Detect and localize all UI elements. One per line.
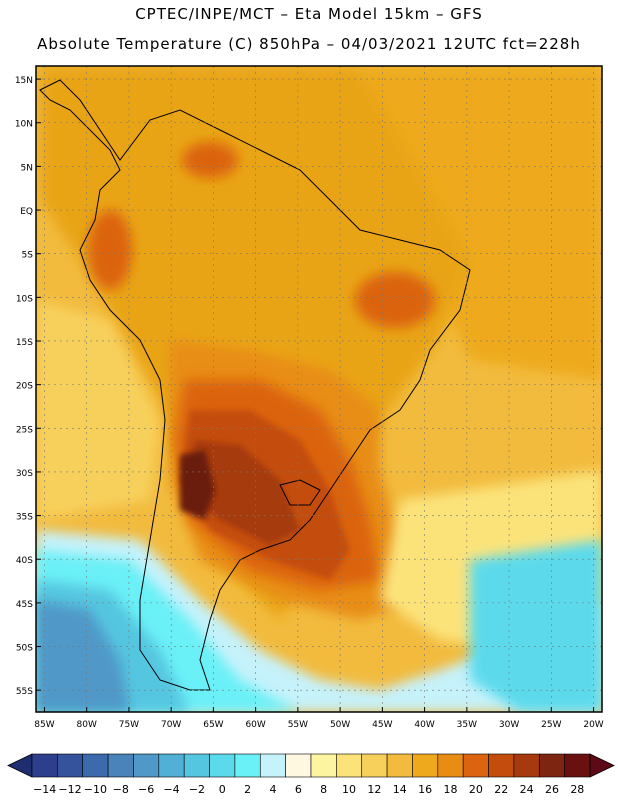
colorbar-swatch (82, 753, 109, 778)
lat-tick-label: EQ (20, 207, 33, 217)
colorbar-swatch (412, 753, 439, 778)
latitude-axis: 15N 10N 5N EQ 5S 10S 15S 20S 25S 30S 35S 40S 45S 50S 5… (15, 76, 41, 697)
colorbar: −14 −12 −10 −8 −6 −4 −2 0 2 4 6 8 10 12 14 16 18 20 22 24 26… (7, 753, 615, 796)
lon-tick-label: 40W (414, 720, 434, 730)
colorbar-swatch (57, 753, 84, 778)
field-pacific-yellow (36, 300, 160, 520)
lon-tick-label: 20W (583, 720, 603, 730)
lat-tick-label: 35S (16, 513, 33, 523)
colorbar-label: 4 (269, 783, 276, 796)
colorbar-label: −10 (84, 783, 107, 796)
field-ne-brazil (355, 272, 435, 328)
lon-tick-label: 45W (372, 720, 392, 730)
lon-tick-label: 50W (330, 720, 350, 730)
longitude-axis: 85W 80W 75W 70W 65W 60W 55W 50W 45W 40W 35W 30W 25W 2… (34, 707, 604, 730)
lon-tick-label: 55W (288, 720, 308, 730)
temperature-field (36, 66, 602, 712)
field-brown (185, 440, 300, 545)
colorbar-swatch (107, 753, 134, 778)
title-line-1: CPTEC/INPE/MCT – Eta Model 15km – GFS (135, 5, 483, 23)
lon-tick-label: 25W (541, 720, 561, 730)
colorbar-swatch (31, 753, 58, 778)
colorbar-label: 10 (342, 783, 356, 796)
colorbar-swatch (513, 753, 540, 778)
lon-tick-label: 65W (203, 720, 223, 730)
lon-tick-label: 75W (119, 720, 139, 730)
lon-tick-label: 85W (34, 720, 54, 730)
colorbar-swatch (564, 753, 591, 778)
colorbar-label: −8 (113, 783, 129, 796)
lat-tick-label: 45S (16, 600, 33, 610)
colorbar-label: −12 (58, 783, 81, 796)
colorbar-label: 6 (295, 783, 302, 796)
colorbar-label: 0 (219, 783, 226, 796)
colorbar-label: 26 (545, 783, 559, 796)
colorbar-label: −4 (163, 783, 179, 796)
field-hot-core (180, 450, 215, 520)
coastline (39, 79, 471, 691)
lat-tick-label: 40S (16, 556, 33, 566)
colorbar-label: 2 (244, 783, 251, 796)
colorbar-label: 18 (444, 783, 458, 796)
title-line-2: Absolute Temperature (C) 850hPa – 04/03/… (37, 35, 581, 53)
map-frame (35, 65, 603, 713)
colorbar-swatch (437, 753, 464, 778)
colorbar-swatch (361, 753, 388, 778)
colorbar-swatch (158, 753, 185, 778)
lat-tick-label: 50S (16, 644, 33, 654)
field-venezuela (182, 142, 238, 178)
field-continent (40, 66, 470, 620)
colorbar-swatch (183, 753, 210, 778)
field-cold-east (470, 540, 602, 712)
colorbar-swatch (209, 753, 236, 778)
lat-tick-label: 20S (16, 382, 33, 392)
lon-tick-label: 70W (161, 720, 181, 730)
gridlines (36, 66, 602, 712)
lat-tick-label: 5S (22, 251, 34, 261)
colorbar-high-arrow (589, 753, 615, 778)
lon-tick-label: 35W (457, 720, 477, 730)
colorbar-swatch (234, 753, 261, 778)
colorbar-label: 28 (570, 783, 584, 796)
colorbar-label: 8 (320, 783, 327, 796)
colorbar-swatch (386, 753, 413, 778)
lat-tick-label: 15N (15, 76, 33, 86)
lat-tick-label: 10S (16, 294, 33, 304)
lat-tick-label: 10N (15, 120, 33, 130)
colorbar-label: 12 (367, 783, 381, 796)
colorbar-swatch (310, 753, 337, 778)
lat-tick-label: 15S (16, 338, 33, 348)
colorbar-label: 16 (418, 783, 432, 796)
field-andes-warm (88, 210, 132, 290)
lon-tick-label: 80W (77, 720, 97, 730)
colorbar-label: 24 (520, 783, 534, 796)
field-atlantic-warm (360, 66, 602, 380)
colorbar-swatch (488, 753, 515, 778)
colorbar-low-arrow (7, 753, 33, 778)
lat-tick-label: 30S (16, 469, 33, 479)
colorbar-label: −6 (138, 783, 154, 796)
lon-tick-label: 30W (499, 720, 519, 730)
colorbar-swatch (538, 753, 565, 778)
south-america-outline (39, 79, 471, 691)
lat-tick-label: 25S (16, 425, 33, 435)
colorbar-label: −14 (33, 783, 56, 796)
colorbar-label: −2 (189, 783, 205, 796)
lagoon-outline (279, 479, 321, 506)
colorbar-label: 22 (494, 783, 508, 796)
colorbar-swatch (336, 753, 363, 778)
lat-tick-label: 5N (21, 163, 33, 173)
colorbar-swatch (259, 753, 286, 778)
colorbar-swatch (133, 753, 160, 778)
colorbar-label: 14 (393, 783, 407, 796)
field-cold-deep (36, 600, 130, 712)
lat-tick-label: 55S (16, 687, 33, 697)
colorbar-label: 20 (469, 783, 483, 796)
colorbar-swatch (285, 753, 312, 778)
colorbar-swatch (462, 753, 489, 778)
lon-tick-label: 60W (245, 720, 265, 730)
